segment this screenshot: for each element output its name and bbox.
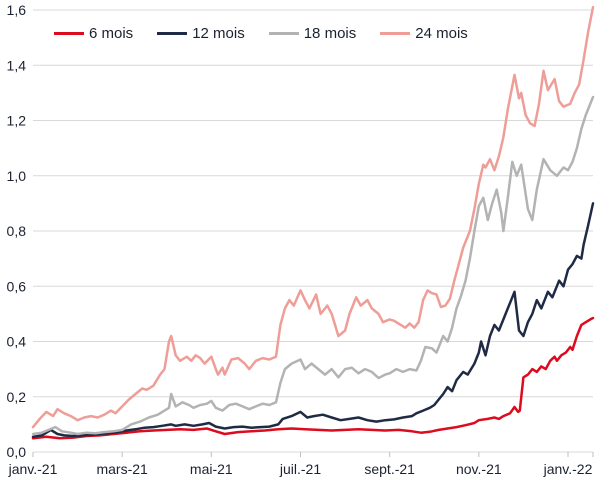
legend-label-6-mois: 6 mois bbox=[89, 25, 134, 42]
series-line-6-mois bbox=[31, 316, 595, 440]
y-axis-tick-label: 1,6 bbox=[7, 2, 27, 18]
y-axis-tick-label: 0,6 bbox=[7, 278, 27, 294]
y-axis-tick-label: 0,8 bbox=[7, 223, 27, 239]
legend-label-18-mois: 18 mois bbox=[303, 25, 357, 42]
series-line-12-mois bbox=[31, 202, 595, 439]
legend-item-18-mois: 18 mois bbox=[268, 25, 357, 42]
x-axis-tick-label: janv.-22 bbox=[543, 461, 593, 477]
legend-label-24-mois: 24 mois bbox=[415, 25, 468, 42]
x-axis-tick-label: mai-21 bbox=[190, 461, 233, 477]
y-axis-tick-label: 1,0 bbox=[7, 168, 27, 184]
legend-swatch-6-mois bbox=[54, 32, 84, 35]
x-axis-tick-label: janv.-21 bbox=[8, 461, 58, 477]
x-axis-tick-label: sept.-21 bbox=[364, 461, 415, 477]
y-axis-tick-label: 0,2 bbox=[7, 389, 27, 405]
x-axis-tick-label: nov.-21 bbox=[456, 461, 502, 477]
legend-swatch-12-mois bbox=[157, 32, 188, 35]
legend-item-24-mois: 24 mois bbox=[380, 25, 468, 42]
y-axis-tick-label: 1,2 bbox=[7, 113, 27, 129]
legend-swatch-24-mois bbox=[380, 32, 411, 35]
series-line-18-mois bbox=[31, 95, 595, 436]
x-axis-tick-label: mars-21 bbox=[96, 461, 148, 477]
legend-label-12-mois: 12 mois bbox=[192, 25, 245, 42]
chart-legend: 6 mois 12 mois 18 mois 24 mois bbox=[54, 25, 468, 42]
series-line-24-mois bbox=[31, 5, 595, 429]
legend-item-12-mois: 12 mois bbox=[157, 25, 245, 42]
y-axis-tick-label: 0,0 bbox=[7, 444, 27, 460]
y-axis-tick-label: 0,4 bbox=[7, 334, 27, 350]
legend-swatch-18-mois bbox=[268, 32, 299, 35]
x-axis-tick-label: juil.-21 bbox=[279, 461, 321, 477]
y-axis-tick-label: 1,4 bbox=[7, 57, 27, 73]
legend-item-6-mois: 6 mois bbox=[54, 25, 133, 42]
